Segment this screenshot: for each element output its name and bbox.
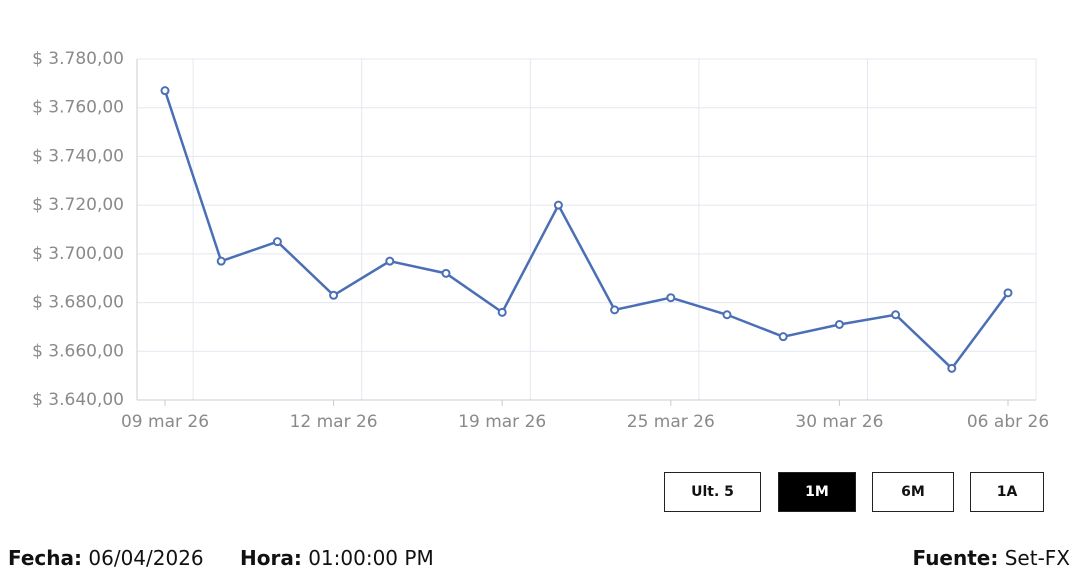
source: Set-FX	[1004, 546, 1070, 570]
x-tick-label: 19 mar 26	[458, 412, 546, 432]
point	[666, 293, 676, 303]
point	[834, 319, 844, 329]
y-tick-label: $ 3.640,00	[32, 390, 124, 410]
range-button[interactable]: Ult. 5	[664, 472, 761, 512]
chart: $ 3.640,00 $ 3.660,00 $ 3.680,00 $ 3.700,00…	[32, 49, 1049, 432]
range-button[interactable]: 1A	[970, 472, 1044, 512]
point	[553, 200, 563, 210]
source-label: Fuente:	[912, 546, 999, 570]
footer-time: Hora: 01:00:00 PM	[240, 546, 434, 570]
footer-date: Fecha: 06/04/2026	[8, 546, 204, 570]
point	[947, 363, 957, 373]
time: 01:00:00 PM	[308, 546, 434, 570]
range-button[interactable]: 1M	[778, 472, 856, 512]
y-tick-label: $ 3.720,00	[32, 195, 124, 215]
y-tick-label: $ 3.760,00	[32, 98, 124, 118]
point	[891, 310, 901, 320]
x-tick-label: 09 mar 26	[121, 412, 209, 432]
x-tick-label: 06 abr 26	[967, 412, 1049, 432]
x-tick-label: 30 mar 26	[795, 412, 883, 432]
point	[610, 305, 620, 315]
point	[385, 256, 395, 266]
footer-source: Fuente: Set-FX	[913, 546, 1070, 570]
point	[216, 256, 226, 266]
point	[329, 290, 339, 300]
date-label: Fecha:	[8, 546, 83, 570]
range-button[interactable]: 6M	[872, 472, 954, 512]
y-tick-label: $ 3.780,00	[32, 49, 124, 69]
x-tick-label: 12 mar 26	[290, 412, 378, 432]
point	[722, 310, 732, 320]
point	[497, 307, 507, 317]
time-label: Hora:	[240, 546, 302, 570]
y-tick-label: $ 3.680,00	[32, 293, 124, 313]
date: 06/04/2026	[88, 546, 204, 570]
y-tick-label: $ 3.660,00	[32, 341, 124, 361]
y-tick-label: $ 3.700,00	[32, 244, 124, 264]
x-tick-label: 25 mar 26	[627, 412, 715, 432]
point	[160, 86, 170, 96]
point	[441, 268, 451, 278]
point	[272, 237, 282, 247]
point	[778, 332, 788, 342]
point	[1003, 288, 1013, 298]
y-tick-label: $ 3.740,00	[32, 146, 124, 166]
line	[163, 90, 1010, 371]
